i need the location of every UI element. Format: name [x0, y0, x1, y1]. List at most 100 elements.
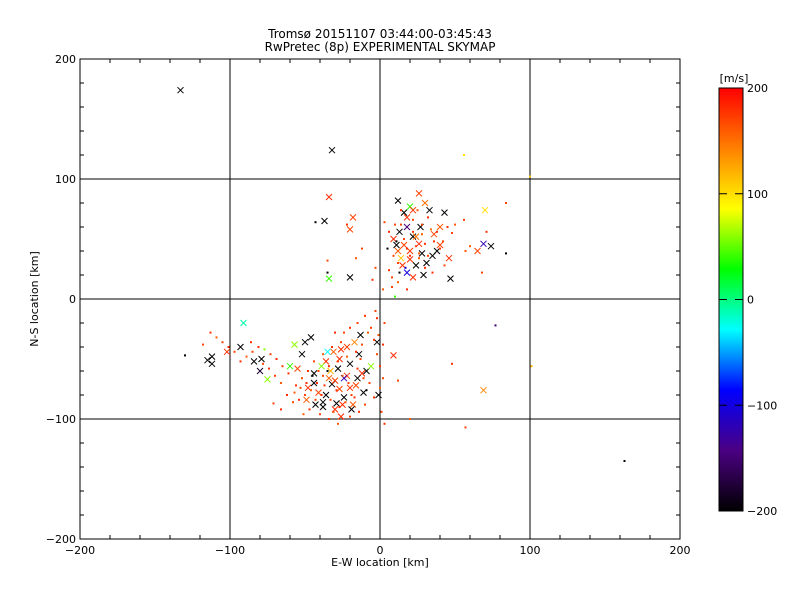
scatter-point-dot — [311, 374, 314, 377]
scatter-point-dot — [298, 398, 300, 401]
scatter-point-x — [237, 343, 244, 351]
scatter-point-dot — [250, 341, 252, 344]
scatter-point-dot — [409, 418, 411, 420]
colorbar-tick-label: 200 — [747, 82, 768, 95]
scatter-point-dot — [397, 262, 399, 264]
scatter-point-dot — [353, 396, 356, 399]
scatter-point-dot — [328, 365, 330, 368]
scatter-point-x — [409, 274, 417, 281]
scatter-point-dot — [368, 382, 371, 384]
scatter-point-dot — [302, 413, 305, 416]
scatter-point-dot — [392, 254, 395, 257]
scatter-point-x — [310, 379, 318, 387]
scatter-point-x — [334, 365, 342, 372]
scatter-point-dot — [281, 365, 284, 368]
scatter-point-x — [319, 398, 327, 406]
scatter-point-dot — [446, 226, 449, 228]
scatter-point-dot — [427, 216, 429, 219]
scatter-point-dot — [268, 367, 270, 370]
scatter-point-x — [367, 362, 375, 370]
grid-lines — [80, 59, 680, 539]
x-tick-label: 200 — [670, 544, 691, 557]
scatter-point-dot — [257, 346, 260, 348]
scatter-point-x — [394, 197, 402, 204]
scatter-point-dot — [355, 350, 357, 353]
scatter-point-dot — [319, 413, 321, 416]
scatter-point-dot — [494, 324, 497, 327]
scatter-point-x — [264, 376, 271, 383]
y-tick-label: 0 — [69, 293, 76, 306]
scatter-point-dot — [346, 223, 348, 226]
scatter-point-x — [420, 271, 427, 279]
scatter-point-dot — [394, 295, 396, 298]
x-tick-label: −200 — [65, 544, 95, 557]
scatter-point-x — [330, 348, 337, 356]
scatter-point-dot — [280, 382, 282, 384]
x-tick-label: −100 — [215, 544, 245, 557]
scatter-point-x — [325, 374, 333, 382]
scatter-point-x — [409, 233, 417, 240]
scatter-point-dot — [364, 314, 366, 317]
scatter-point-dot — [367, 331, 369, 334]
y-axis-ticks: −200 −100 0 100 200 — [46, 53, 680, 546]
scatter-point-x — [349, 214, 357, 221]
scatter-point-dot — [326, 271, 329, 274]
scatter-point-x — [301, 338, 309, 346]
scatter-point-dot — [202, 343, 204, 346]
scatter-point-x — [403, 223, 411, 231]
scatter-point-x — [403, 269, 411, 276]
scatter-point-dot — [356, 367, 359, 370]
scatter-point-dot — [383, 422, 386, 425]
scatter-point-x — [357, 331, 364, 339]
scatter-point-x — [258, 355, 265, 363]
scatter-point-dot — [454, 223, 456, 226]
scatter-point-dot — [293, 391, 296, 394]
colorbar-tick-label: 0 — [747, 294, 754, 307]
scatter-point-x — [412, 233, 420, 240]
scatter-point-x — [349, 401, 357, 408]
scatter-point-dot — [355, 257, 357, 260]
scatter-point-dot — [382, 377, 384, 380]
scatter-point-dot — [337, 360, 339, 363]
scatter-point-x — [331, 377, 339, 384]
scatter-points — [177, 86, 626, 462]
scatter-point-x — [312, 401, 319, 408]
scatter-point-dot — [382, 343, 384, 346]
scatter-point-dot — [313, 360, 315, 363]
scatter-point-dot — [314, 398, 317, 401]
scatter-point-x — [415, 190, 423, 197]
scatter-point-x — [348, 406, 355, 413]
scatter-point-dot — [346, 355, 348, 358]
scatter-point-dot — [316, 382, 318, 384]
scatter-point-dot — [335, 389, 338, 392]
scatter-point-dot — [406, 247, 408, 250]
scatter-point-x — [403, 214, 411, 221]
scatter-point-x — [436, 223, 444, 231]
y-tick-label: 100 — [55, 173, 76, 186]
scatter-point-dot — [388, 269, 390, 272]
scatter-point-dot — [215, 336, 218, 339]
scatter-point-dot — [323, 384, 326, 387]
scatter-point-dot — [485, 230, 488, 233]
scatter-point-dot — [443, 264, 446, 267]
scatter-point-dot — [343, 331, 345, 334]
scatter-point-x — [474, 247, 481, 255]
scatter-point-dot — [349, 326, 351, 329]
scatter-point-dot — [227, 346, 230, 348]
scatter-point-x — [286, 362, 294, 370]
scatter-point-dot — [251, 350, 254, 353]
scatter-point-dot — [505, 202, 507, 204]
scatter-point-x — [328, 146, 336, 154]
y-tick-label: −100 — [46, 413, 76, 426]
y-tick-label: 200 — [55, 53, 76, 66]
scatter-point-x — [394, 247, 402, 255]
scatter-point-dot — [320, 394, 323, 396]
x-axis-ticks: −200 −100 0 100 200 — [65, 59, 691, 557]
scatter-point-dot — [307, 370, 309, 372]
scatter-point-x — [298, 350, 306, 358]
scatter-point-dot — [233, 350, 236, 353]
scatter-point-dot — [376, 317, 378, 320]
scatter-point-x — [346, 360, 354, 368]
scatter-point-dot — [350, 394, 353, 396]
